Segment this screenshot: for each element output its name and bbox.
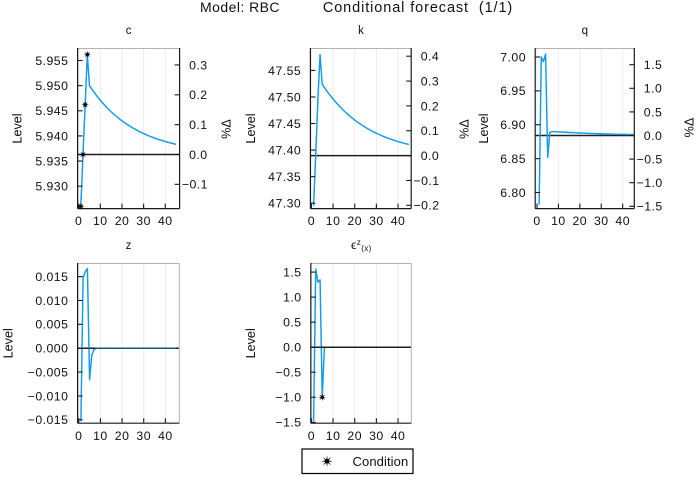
svg-text:20: 20 bbox=[115, 429, 130, 443]
svg-text:20: 20 bbox=[115, 214, 130, 228]
svg-text:Condition: Condition bbox=[353, 454, 409, 469]
svg-text:10: 10 bbox=[93, 429, 108, 443]
svg-text:0.015: 0.015 bbox=[35, 270, 68, 284]
svg-text:c: c bbox=[126, 25, 132, 37]
svg-text:10: 10 bbox=[326, 429, 341, 443]
svg-text:0.5: 0.5 bbox=[644, 105, 662, 119]
svg-text:30: 30 bbox=[369, 214, 384, 228]
svg-text:20: 20 bbox=[347, 214, 362, 228]
svg-text:Level: Level bbox=[10, 113, 24, 143]
svg-text:%Δ: %Δ bbox=[458, 119, 472, 139]
svg-text:−1.0: −1.0 bbox=[637, 176, 663, 190]
svg-text:20: 20 bbox=[347, 429, 362, 443]
svg-text:Model: RBC: Model: RBC bbox=[200, 0, 280, 15]
svg-text:0.4: 0.4 bbox=[421, 50, 439, 64]
svg-text:Level: Level bbox=[244, 113, 258, 143]
svg-text:47.35: 47.35 bbox=[268, 170, 301, 184]
svg-text:q: q bbox=[582, 25, 588, 37]
svg-text:0.2: 0.2 bbox=[421, 99, 439, 113]
svg-text:Conditional forecast (1/1): Conditional forecast (1/1) bbox=[323, 0, 513, 16]
svg-text:−0.5: −0.5 bbox=[276, 366, 302, 380]
svg-text:40: 40 bbox=[391, 214, 406, 228]
svg-text:−0.2: −0.2 bbox=[414, 199, 440, 213]
svg-text:0.1: 0.1 bbox=[189, 118, 207, 132]
svg-text:0.3: 0.3 bbox=[421, 74, 439, 88]
svg-text:z: z bbox=[126, 240, 132, 252]
svg-text:47.50: 47.50 bbox=[268, 90, 301, 104]
svg-text:0.5: 0.5 bbox=[283, 316, 301, 330]
svg-text:40: 40 bbox=[391, 429, 406, 443]
svg-text:6.80: 6.80 bbox=[500, 186, 526, 200]
svg-text:40: 40 bbox=[158, 429, 173, 443]
svg-text:−0.1: −0.1 bbox=[182, 178, 208, 192]
svg-text:47.45: 47.45 bbox=[268, 117, 301, 131]
svg-text:6.90: 6.90 bbox=[500, 118, 526, 132]
svg-text:40: 40 bbox=[615, 214, 630, 228]
svg-text:0: 0 bbox=[533, 214, 540, 228]
svg-text:20: 20 bbox=[573, 214, 588, 228]
svg-text:5.940: 5.940 bbox=[35, 129, 68, 143]
svg-text:6.85: 6.85 bbox=[500, 152, 526, 166]
svg-text:0.2: 0.2 bbox=[189, 88, 207, 102]
svg-text:10: 10 bbox=[551, 214, 566, 228]
svg-text:0: 0 bbox=[75, 429, 82, 443]
svg-text:−1.5: −1.5 bbox=[276, 416, 302, 430]
svg-text:−0.5: −0.5 bbox=[637, 153, 663, 167]
svg-text:0.005: 0.005 bbox=[35, 318, 68, 332]
svg-text:0.3: 0.3 bbox=[189, 58, 207, 72]
svg-text:1.5: 1.5 bbox=[644, 58, 662, 72]
svg-text:30: 30 bbox=[136, 214, 151, 228]
svg-text:0.1: 0.1 bbox=[421, 124, 439, 138]
svg-text:6.95: 6.95 bbox=[500, 84, 526, 98]
svg-text:5.935: 5.935 bbox=[35, 154, 68, 168]
svg-text:−1.5: −1.5 bbox=[637, 200, 663, 214]
svg-text:1.5: 1.5 bbox=[283, 266, 301, 280]
svg-text:7.00: 7.00 bbox=[500, 50, 526, 64]
svg-text:−0.005: −0.005 bbox=[28, 365, 69, 379]
svg-text:Level: Level bbox=[2, 328, 16, 358]
svg-text:1.0: 1.0 bbox=[283, 291, 301, 305]
svg-text:47.55: 47.55 bbox=[268, 64, 301, 78]
svg-text:Level: Level bbox=[477, 113, 491, 143]
svg-text:0: 0 bbox=[308, 429, 315, 443]
svg-text:0.000: 0.000 bbox=[35, 342, 68, 356]
svg-text:0.0: 0.0 bbox=[283, 341, 301, 355]
svg-text:5.930: 5.930 bbox=[35, 180, 68, 194]
svg-text:47.40: 47.40 bbox=[268, 143, 301, 157]
svg-text:0: 0 bbox=[75, 214, 82, 228]
svg-text:k: k bbox=[358, 25, 364, 37]
svg-text:%Δ: %Δ bbox=[683, 117, 697, 137]
svg-text:5.945: 5.945 bbox=[35, 104, 68, 118]
svg-text:%Δ: %Δ bbox=[220, 119, 234, 139]
svg-text:0.0: 0.0 bbox=[644, 129, 662, 143]
svg-text:10: 10 bbox=[326, 214, 341, 228]
svg-text:30: 30 bbox=[594, 214, 609, 228]
svg-text:−0.010: −0.010 bbox=[28, 389, 69, 403]
svg-text:47.30: 47.30 bbox=[268, 197, 301, 211]
svg-text:0.0: 0.0 bbox=[421, 149, 439, 163]
svg-text:5.955: 5.955 bbox=[35, 54, 68, 68]
svg-text:0.0: 0.0 bbox=[189, 148, 207, 162]
svg-text:Level: Level bbox=[244, 328, 258, 358]
svg-text:30: 30 bbox=[136, 429, 151, 443]
svg-text:−0.1: −0.1 bbox=[414, 174, 440, 188]
svg-text:−0.015: −0.015 bbox=[28, 413, 69, 427]
svg-text:5.950: 5.950 bbox=[35, 79, 68, 93]
svg-text:0: 0 bbox=[308, 214, 315, 228]
svg-text:0.010: 0.010 bbox=[35, 294, 68, 308]
svg-text:−1.0: −1.0 bbox=[276, 391, 302, 405]
svg-text:40: 40 bbox=[158, 214, 173, 228]
svg-text:10: 10 bbox=[93, 214, 108, 228]
svg-text:1.0: 1.0 bbox=[644, 82, 662, 96]
svg-text:30: 30 bbox=[369, 429, 384, 443]
